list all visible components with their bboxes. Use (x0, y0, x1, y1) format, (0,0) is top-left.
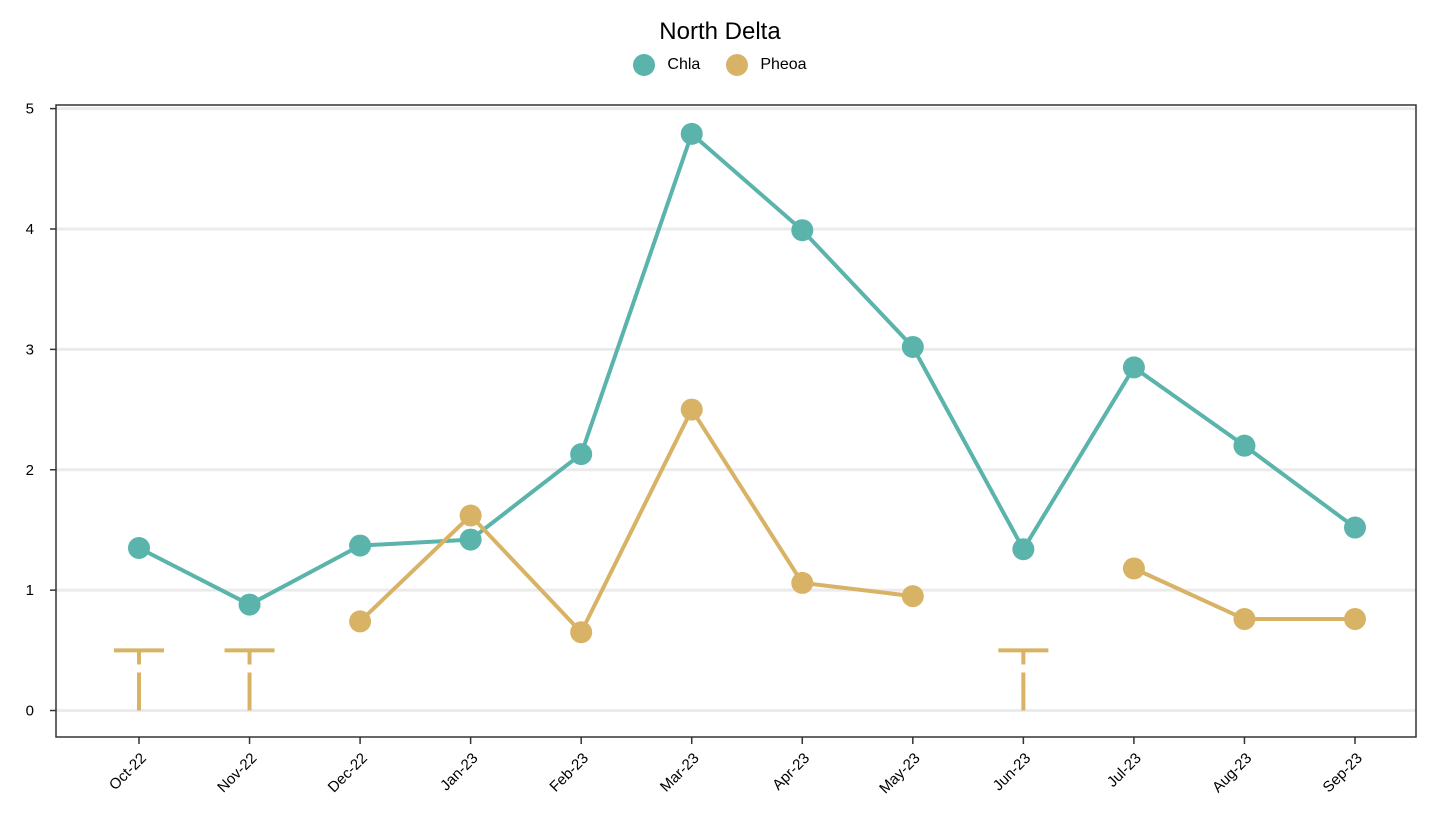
y-tick-label: 2 (26, 462, 34, 479)
data-point-chla (238, 593, 261, 616)
legend-swatch-pheoa (726, 54, 749, 76)
x-tick-label: Sep-23 (1320, 750, 1366, 796)
legend-swatch-chla (633, 54, 656, 76)
y-tick-label: 3 (26, 341, 34, 358)
x-tick-label: Apr-23 (769, 750, 813, 794)
legend: Chla Pheoa (0, 54, 1440, 76)
data-point-chla (128, 537, 150, 560)
x-tick-label: Oct-22 (106, 750, 150, 794)
data-point-pheoa (901, 585, 924, 608)
legend-item-chla: Chla (633, 54, 700, 76)
series-line-pheoa (358, 407, 914, 635)
x-tick-label: Dec-22 (325, 750, 371, 796)
data-point-chla (1233, 434, 1256, 457)
data-point-pheoa (1344, 608, 1366, 631)
x-tick-label: Aug-23 (1209, 750, 1255, 796)
data-point-pheoa (570, 621, 593, 644)
y-tick-label: 1 (26, 582, 34, 599)
data-point-pheoa (791, 571, 814, 594)
legend-item-pheoa: Pheoa (726, 54, 807, 76)
data-point-pheoa (459, 504, 482, 527)
data-point-chla (1344, 516, 1366, 539)
legend-label-pheoa: Pheoa (760, 56, 807, 73)
data-point-chla (570, 443, 593, 466)
data-point-chla (680, 122, 703, 145)
y-tick-label: 0 (26, 703, 34, 720)
data-point-chla (1122, 356, 1145, 379)
x-tick-label: Mar-23 (657, 750, 703, 796)
data-point-chla (459, 528, 482, 551)
x-tick-label: Jun-23 (990, 750, 1034, 794)
data-point-pheoa (1233, 608, 1256, 631)
x-tick-label: Jan-23 (437, 750, 481, 794)
y-tick-label: 4 (26, 221, 34, 238)
y-tick-label: 5 (26, 101, 34, 118)
data-point-chla (1012, 538, 1035, 561)
data-point-chla (791, 219, 814, 242)
data-point-chla (901, 335, 924, 358)
data-point-pheoa (349, 610, 372, 633)
legend-label-chla: Chla (667, 56, 701, 73)
x-tick-label: May-23 (876, 750, 923, 797)
x-tick-label: Nov-22 (214, 750, 260, 796)
chart-title: North Delta (659, 18, 781, 45)
data-point-pheoa (680, 398, 703, 421)
data-point-chla (349, 534, 372, 557)
data-point-pheoa (1122, 557, 1145, 580)
series-line-chla (138, 131, 1357, 607)
x-tick-label: Jul-23 (1104, 750, 1145, 791)
panel-border (55, 104, 1417, 738)
x-tick-label: Feb-23 (546, 750, 592, 796)
